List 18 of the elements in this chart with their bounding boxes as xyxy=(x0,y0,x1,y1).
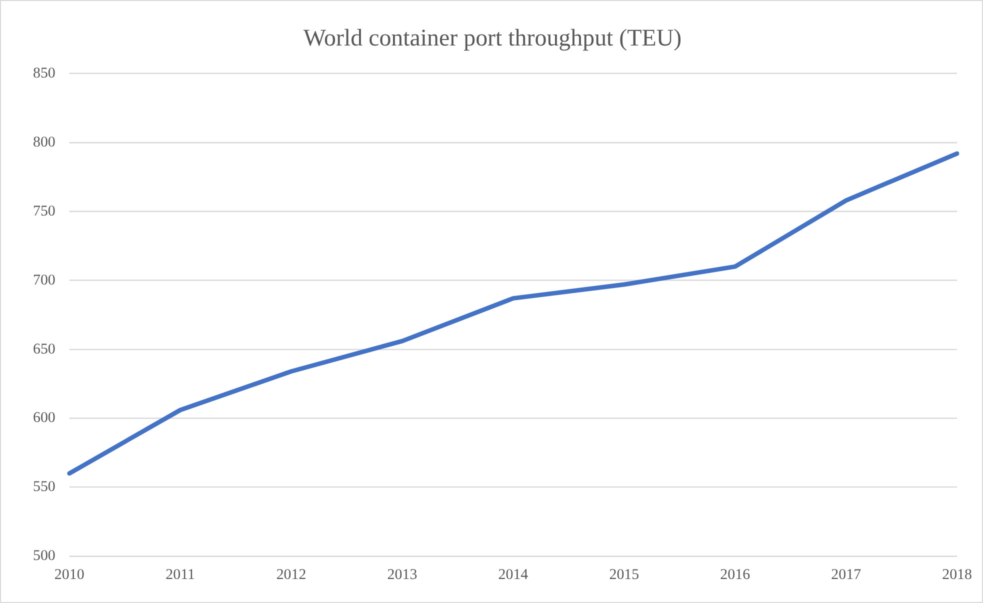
y-tick-label: 650 xyxy=(32,341,56,358)
x-tick-label: 2013 xyxy=(387,567,418,584)
x-tick-label: 2017 xyxy=(831,567,862,584)
chart-title: World container port throughput (TEU) xyxy=(303,26,682,52)
y-tick-label: 750 xyxy=(32,203,56,220)
x-tick-label: 2018 xyxy=(942,567,972,584)
y-tick-label: 550 xyxy=(32,479,56,496)
x-tick-label: 2010 xyxy=(54,567,84,584)
x-tick-label: 2016 xyxy=(720,567,751,584)
x-tick-label: 2011 xyxy=(166,567,195,584)
x-tick-label: 2015 xyxy=(609,567,640,584)
y-tick-label: 600 xyxy=(32,410,56,426)
x-tick-label: 2012 xyxy=(276,567,306,584)
y-tick-label: 500 xyxy=(32,548,56,564)
y-tick-label: 850 xyxy=(32,65,56,82)
y-tick-label: 700 xyxy=(32,272,56,288)
x-tick-label: 2014 xyxy=(498,567,529,584)
y-tick-label: 800 xyxy=(32,134,56,150)
